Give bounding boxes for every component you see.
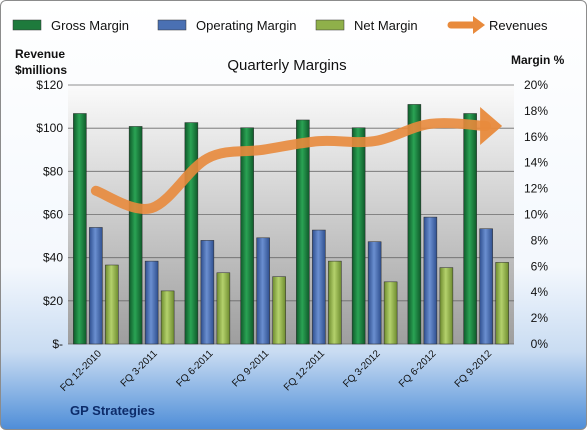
left-tick-label: $- [52, 337, 63, 351]
left-tick-label: $60 [43, 208, 63, 222]
left-tick-label: $100 [36, 121, 63, 135]
revenues-legend-label: Revenues [489, 18, 548, 33]
category-label: FQ 3-2011 [119, 348, 160, 389]
operating-margin-bar [200, 240, 215, 345]
operating-margin-legend-label: Operating Margin [196, 18, 296, 33]
right-axis-title: Margin % [511, 53, 565, 67]
net-margin-legend-label: Net Margin [354, 18, 418, 33]
gross-margin-bar [351, 127, 366, 345]
gross-margin-bar [407, 104, 422, 345]
operating-margin-bar [479, 228, 493, 345]
category-labels: FQ 12-2010 FQ 3-2011 FQ 6-2011 FQ 9-2011 FQ … [58, 348, 494, 394]
operating-margin-bar [89, 227, 103, 345]
right-tick-label: 8% [531, 233, 549, 247]
revenues-legend-arrowhead [473, 16, 485, 34]
bar-group [73, 104, 509, 345]
left-tick-label: $40 [43, 251, 63, 265]
left-axis-title-line2: $millions [15, 63, 67, 77]
gross-margin-bar [463, 113, 477, 345]
legend: Gross Margin Operating Margin Net Margin Re… [12, 16, 548, 34]
right-tick-label: 20% [524, 78, 548, 92]
operating-margin-bar [423, 216, 438, 345]
left-axis-title: Revenue $millions [15, 47, 68, 77]
net-margin-bar [272, 276, 286, 345]
gross-margin-bar [240, 127, 254, 345]
category-label: FQ 3-2012 [341, 348, 383, 390]
right-tick-label: 14% [524, 156, 548, 170]
gross-margin-legend-label: Gross Margin [51, 18, 129, 33]
right-tick-label: 0% [531, 337, 549, 351]
net-margin-bar [495, 262, 509, 345]
net-margin-legend-swatch [315, 19, 345, 31]
gross-margin-legend-swatch [12, 19, 42, 31]
right-tick-label: 16% [524, 130, 548, 144]
right-tick-label: 6% [531, 259, 549, 273]
operating-margin-bar [312, 229, 326, 345]
category-label: FQ 12-2010 [58, 348, 104, 394]
left-axis-ticks: $- $20 $40 $60 $80 $100 $120 [36, 78, 63, 351]
revenue-line-group [90, 107, 503, 214]
category-label: FQ 9-2012 [453, 348, 495, 390]
left-tick-label: $120 [36, 78, 63, 92]
revenues-line-arrowhead [480, 107, 503, 146]
net-margin-bar [216, 272, 231, 345]
left-axis-title-line1: Revenue [15, 47, 65, 61]
right-axis-ticks: 0% 2% 4% 6% 8% 10% 12% 14% 16% 18% 20% [524, 78, 548, 351]
revenues-line [90, 118, 492, 214]
right-tick-label: 4% [531, 285, 549, 299]
category-label: FQ 6-2012 [397, 348, 439, 390]
net-margin-bar [383, 281, 398, 345]
gross-margin-bar [128, 126, 143, 345]
chart-title: Quarterly Margins [227, 57, 346, 74]
net-margin-bar [160, 290, 175, 345]
category-label: FQ 12-2011 [282, 348, 327, 393]
operating-margin-bar [256, 237, 270, 345]
left-tick-label: $20 [43, 294, 63, 308]
left-tick-label: $80 [43, 164, 63, 178]
category-label: FQ 9-2011 [230, 348, 271, 389]
gross-margin-bar [296, 119, 310, 345]
right-tick-label: 12% [524, 182, 548, 196]
right-tick-label: 18% [524, 104, 548, 118]
gross-margin-bar [73, 113, 87, 345]
right-tick-label: 10% [524, 208, 548, 222]
operating-margin-bar [367, 241, 382, 345]
operating-margin-legend-swatch [157, 19, 187, 31]
operating-margin-bar [144, 260, 159, 345]
right-tick-label: 2% [531, 311, 549, 325]
net-margin-bar [105, 264, 119, 345]
net-margin-bar [328, 260, 342, 345]
category-label: FQ 6-2011 [174, 348, 215, 389]
net-margin-bar [439, 267, 454, 345]
source-label: GP Strategies [70, 403, 155, 418]
gross-margin-bar [184, 122, 199, 345]
